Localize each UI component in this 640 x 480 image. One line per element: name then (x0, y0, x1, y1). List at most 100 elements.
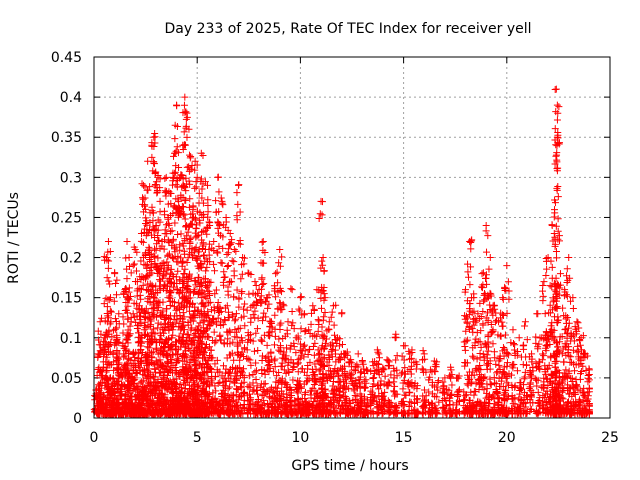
data-point (147, 262, 155, 270)
data-point (103, 274, 111, 282)
y-tick-label: 0.15 (51, 291, 82, 307)
data-point (141, 220, 149, 228)
data-point (161, 230, 169, 238)
data-point (145, 243, 153, 251)
data-point-peak (96, 318, 104, 326)
data-point (330, 321, 338, 329)
data-point (139, 371, 147, 379)
data-point (159, 298, 167, 306)
data-point (318, 257, 326, 265)
data-point-peak (150, 133, 158, 141)
data-point (241, 254, 249, 262)
data-point (152, 337, 160, 345)
data-point (143, 360, 151, 368)
data-point-peak (573, 318, 581, 326)
data-point (138, 180, 146, 188)
data-point-peak (486, 254, 494, 262)
data-point-peak (123, 238, 131, 246)
data-point (162, 192, 170, 200)
data-point (258, 337, 266, 345)
data-point (205, 333, 213, 341)
data-point (149, 217, 157, 225)
data-point (142, 261, 150, 269)
data-point (122, 347, 130, 355)
data-point (165, 336, 173, 344)
data-point (164, 215, 172, 223)
data-point (154, 231, 162, 239)
data-point (211, 267, 219, 275)
data-point (510, 361, 518, 369)
data-point (126, 322, 134, 330)
data-point (254, 347, 262, 355)
data-point (108, 333, 116, 341)
data-point (113, 324, 121, 332)
data-point (140, 366, 148, 374)
data-point (401, 342, 409, 350)
data-point (233, 189, 241, 197)
data-point (121, 364, 129, 372)
data-point-peak (550, 229, 558, 237)
data-point (120, 320, 128, 328)
data-point (136, 358, 144, 366)
data-point (278, 288, 286, 296)
data-point-peak (280, 302, 288, 310)
data-point (130, 313, 138, 321)
data-point (152, 383, 160, 391)
data-point (153, 184, 161, 192)
data-point (152, 222, 160, 230)
data-point (317, 294, 325, 302)
x-tick-label: 10 (291, 430, 309, 446)
data-point (223, 262, 231, 270)
data-point (329, 382, 337, 390)
data-point (95, 350, 103, 358)
data-point (110, 358, 118, 366)
data-point (486, 380, 494, 388)
data-point (156, 268, 164, 276)
data-point (132, 318, 140, 326)
data-point (111, 325, 119, 333)
data-point-peak (193, 173, 201, 181)
data-point (213, 248, 221, 256)
data-point (141, 318, 149, 326)
data-point (190, 289, 198, 297)
data-point (224, 262, 232, 270)
data-point-peak (509, 326, 517, 334)
data-point (103, 353, 111, 361)
data-point (100, 393, 108, 401)
data-point (156, 208, 164, 216)
data-point (159, 307, 167, 315)
data-point (235, 240, 243, 248)
data-point (141, 194, 149, 202)
data-point (287, 285, 295, 293)
data-point (254, 390, 262, 398)
data-point (163, 350, 171, 358)
data-point (130, 260, 138, 268)
data-point (109, 375, 117, 383)
data-point (169, 237, 177, 245)
data-point (258, 275, 266, 283)
data-point (108, 399, 116, 407)
data-point (276, 326, 284, 334)
data-point (144, 186, 152, 194)
data-point (297, 293, 305, 301)
data-point (106, 320, 114, 328)
data-point (465, 273, 473, 281)
data-point (259, 396, 267, 404)
data-point (236, 240, 244, 248)
data-point (448, 381, 456, 389)
data-point (146, 219, 154, 227)
data-point (277, 319, 285, 327)
data-point (136, 316, 144, 324)
y-tick-label: 0.3 (60, 170, 82, 186)
x-tick-label: 0 (90, 430, 99, 446)
data-point (467, 245, 475, 253)
data-point (233, 286, 241, 294)
data-point (183, 258, 191, 266)
data-point (155, 276, 163, 284)
data-point (156, 284, 164, 292)
data-point (94, 385, 102, 393)
data-point-peak (115, 310, 123, 318)
data-point (219, 201, 227, 209)
data-point (102, 403, 110, 411)
data-point (143, 272, 151, 280)
